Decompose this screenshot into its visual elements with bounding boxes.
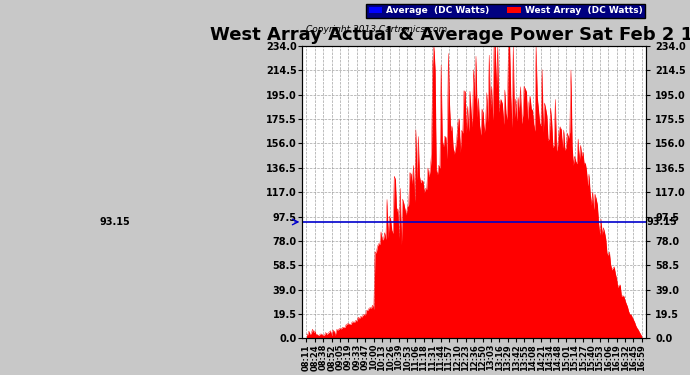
Text: 93.15: 93.15 <box>99 217 130 227</box>
Legend: Average  (DC Watts), West Array  (DC Watts): Average (DC Watts), West Array (DC Watts… <box>366 3 645 18</box>
Text: Copyright 2013 Cartronics.com: Copyright 2013 Cartronics.com <box>306 25 447 34</box>
Title: West Array Actual & Average Power Sat Feb 2 17:00: West Array Actual & Average Power Sat Fe… <box>210 26 690 44</box>
Text: 93.15: 93.15 <box>646 217 677 227</box>
